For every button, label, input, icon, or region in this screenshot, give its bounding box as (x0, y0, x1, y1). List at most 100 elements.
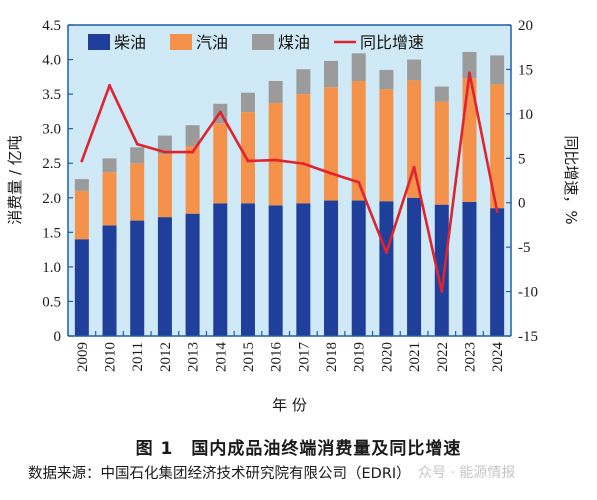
legend-swatch-汽油 (170, 34, 192, 50)
figure-source: 数据来源：中国石化集团经济技术研究院有限公司（EDRI） (28, 466, 411, 482)
y-tick-label: 0 (54, 329, 62, 345)
y-tick-label: 4.0 (42, 53, 61, 69)
point-同比增速-2014 (218, 110, 222, 114)
point-同比增速-2019 (357, 180, 361, 184)
x-tick-label: 2013 (186, 342, 202, 372)
x-tick-label: 2022 (435, 342, 451, 372)
y2-axis-title: 同比增速，% (562, 135, 580, 224)
y-tick-label: 3.5 (42, 87, 61, 103)
line-series-group (80, 71, 499, 293)
bar-煤油-2024 (490, 55, 505, 85)
bar-汽油-2012 (157, 154, 172, 218)
point-同比增速-2017 (301, 162, 305, 166)
point-同比增速-2018 (329, 171, 333, 175)
point-同比增速-2011 (135, 142, 139, 146)
y-tick-label: 2.0 (42, 191, 61, 207)
bar-煤油-2009 (74, 179, 89, 191)
y2-tick-label: 10 (518, 107, 533, 123)
bar-汽油-2010 (102, 172, 117, 226)
bar-series-group (74, 51, 505, 336)
bar-汽油-2013 (185, 145, 200, 214)
y2-tick-label: -10 (518, 285, 538, 301)
point-同比增速-2009 (80, 159, 84, 163)
bar-柴油-2023 (462, 201, 477, 336)
y-tick-label: 4.5 (42, 18, 61, 34)
bar-煤油-2020 (379, 69, 394, 90)
bar-汽油-2018 (324, 87, 339, 201)
bar-煤油-2023 (462, 51, 477, 79)
bar-柴油-2021 (407, 197, 422, 336)
bar-柴油-2011 (130, 220, 145, 336)
x-tick-label: 2018 (324, 342, 340, 372)
y2-tick-label: 5 (518, 151, 526, 167)
point-同比增速-2012 (163, 150, 167, 154)
point-同比增速-2023 (468, 71, 471, 75)
y2-tick-label: -15 (518, 329, 538, 345)
bar-煤油-2010 (102, 158, 117, 173)
legend-swatch-煤油 (252, 34, 274, 50)
bar-煤油-2022 (434, 86, 449, 102)
figure-title: 图 1 国内成品油终端消费量及同比增速 (135, 439, 462, 459)
bar-汽油-2024 (490, 84, 505, 209)
legend-label-柴油: 柴油 (114, 33, 146, 52)
y-axis-title: 消费量 / 亿吨 (6, 135, 24, 225)
point-同比增速-2016 (274, 158, 278, 162)
bar-汽油-2014 (213, 123, 228, 204)
bar-汽油-2009 (74, 190, 89, 240)
x-tick-label: 2010 (103, 342, 119, 372)
y-tick-label: 0.5 (42, 294, 61, 310)
bar-煤油-2019 (351, 53, 366, 81)
point-同比增速-2022 (440, 290, 444, 293)
bar-汽油-2017 (296, 94, 311, 204)
x-tick-label: 2017 (296, 342, 312, 373)
bar-汽油-2019 (351, 80, 366, 201)
bar-汽油-2022 (434, 101, 449, 205)
x-tick-label: 2009 (75, 342, 91, 372)
bar-汽油-2015 (240, 112, 255, 204)
bar-柴油-2009 (74, 239, 89, 336)
point-同比增速-2010 (108, 84, 111, 87)
legend-label-汽油: 汽油 (196, 33, 228, 52)
y2-tick-label: -5 (518, 240, 531, 256)
legend: 柴油 汽油 煤油 同比增速 (88, 33, 424, 52)
x-tick-label: 2012 (158, 342, 174, 372)
point-同比增速-2024 (495, 210, 499, 214)
x-tick-label: 2024 (490, 342, 506, 373)
line-同比增速 (80, 71, 499, 293)
y2-tick-label: 20 (518, 18, 533, 34)
bar-柴油-2020 (379, 201, 394, 336)
bar-柴油-2022 (434, 204, 449, 336)
bar-柴油-2013 (185, 213, 200, 336)
bar-柴油-2018 (324, 200, 339, 336)
y2-tick-label: 15 (518, 62, 533, 78)
bar-汽油-2021 (407, 80, 422, 198)
legend-label-煤油: 煤油 (278, 33, 310, 52)
bar-煤油-2018 (324, 60, 339, 88)
bar-煤油-2013 (185, 125, 200, 146)
x-tick-label: 2019 (352, 342, 368, 372)
bar-煤油-2017 (296, 69, 311, 95)
bar-煤油-2016 (268, 80, 283, 104)
x-tick-label: 2014 (213, 342, 229, 373)
legend-swatch-柴油 (88, 34, 110, 50)
point-同比增速-2021 (412, 165, 416, 169)
x-tick-label: 2023 (462, 342, 478, 372)
bar-煤油-2015 (240, 92, 255, 113)
bar-柴油-2012 (157, 217, 172, 336)
y-tick-label: 1.5 (42, 225, 61, 241)
x-tick-label: 2016 (269, 342, 285, 373)
x-tick-label: 2011 (130, 342, 146, 371)
watermark: 众号 · 能源情报 (418, 465, 516, 481)
legend-label-同比增速: 同比增速 (360, 33, 424, 52)
bar-煤油-2011 (130, 147, 145, 164)
y-tick-label: 3.0 (42, 122, 61, 138)
bar-汽油-2020 (379, 89, 394, 202)
x-tick-label: 2020 (379, 342, 395, 372)
bar-柴油-2010 (102, 225, 117, 336)
bar-柴油-2015 (240, 203, 255, 336)
x-tick-label: 2015 (241, 342, 257, 372)
point-同比增速-2013 (191, 150, 194, 154)
x-axis-title: 年 份 (272, 396, 307, 414)
y2-tick-label: 0 (518, 196, 526, 212)
y-tick-label: 2.5 (42, 156, 61, 172)
